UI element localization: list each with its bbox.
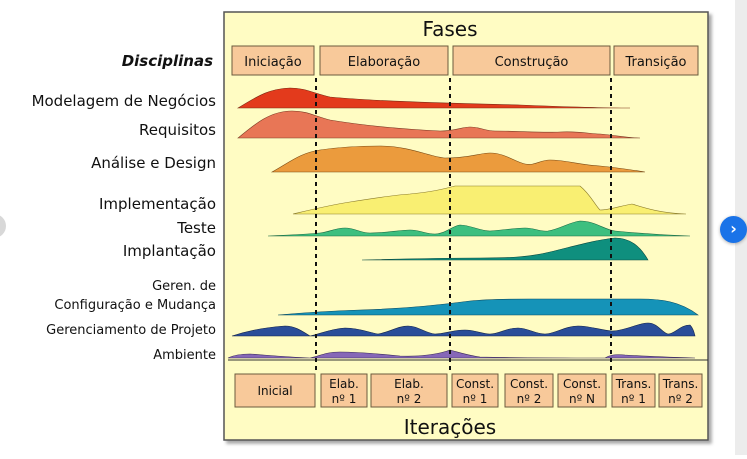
hump-implementacao <box>292 185 687 215</box>
discipline-labels: Modelagem de Negócios Requisitos Análise e… <box>32 92 217 363</box>
iteration-label-3-line2: nº 2 <box>397 392 422 406</box>
discipline-label-5: Teste <box>176 219 216 237</box>
iteration-box-5 <box>504 373 554 408</box>
iteration-box-2 <box>320 373 368 408</box>
discipline-label-1: Modelagem de Negócios <box>32 92 217 110</box>
hump-implantacao <box>361 237 649 261</box>
phase-box-4 <box>613 45 699 76</box>
iteration-box-4 <box>451 373 499 408</box>
hump-analise-design <box>270 145 646 173</box>
discipline-label-2: Requisitos <box>139 121 216 139</box>
iteration-box-8 <box>658 373 703 408</box>
iteration-label-6-line2: nº N <box>569 392 595 406</box>
discipline-label-7: Geren. de <box>152 279 216 294</box>
iteration-box-6 <box>557 373 607 408</box>
iteration-label-5-line2: nº 2 <box>517 392 542 406</box>
iteration-label-7-line1: Trans. <box>615 377 652 391</box>
discipline-humps <box>227 87 699 359</box>
phase-box-1 <box>231 45 315 76</box>
iteration-box-3 <box>370 373 448 408</box>
phase-label-1: Iniciação <box>244 55 302 70</box>
hump-configuracao-mudanca <box>277 298 699 316</box>
discipline-label-10: Ambiente <box>153 348 216 363</box>
iteration-label-3-line1: Elab. <box>394 377 424 391</box>
phase-label-3: Construção <box>495 55 569 70</box>
discipline-label-6: Implantação <box>123 242 216 260</box>
phase-box-3 <box>452 45 611 76</box>
disciplines-header: Disciplinas <box>122 52 213 70</box>
hump-modelagem-negocios <box>236 87 631 109</box>
phase-label-2: Elaboração <box>348 55 420 70</box>
phase-row: Iniciação Elaboração Construção Transição <box>231 45 699 76</box>
discipline-label-4: Implementação <box>99 195 216 213</box>
iteration-label-1: Inicial <box>257 384 292 398</box>
iteration-label-8-line1: Trans. <box>662 377 699 391</box>
iteration-label-4-line1: Const. <box>456 377 494 391</box>
hump-requisitos <box>237 110 641 139</box>
iteration-box-7 <box>611 373 656 408</box>
hump-gerenciamento-projeto <box>231 322 696 337</box>
hump-ambiente <box>227 349 696 359</box>
iteration-label-8-line2: nº 2 <box>668 392 693 406</box>
phases-title: Fases <box>422 17 477 41</box>
next-image-button[interactable]: › <box>720 216 747 243</box>
iteration-label-2-line2: nº 1 <box>332 392 357 406</box>
iteration-label-6-line1: Const. <box>563 377 601 391</box>
iteration-label-4-line2: nº 1 <box>463 392 488 406</box>
discipline-label-3: Análise e Design <box>91 154 216 172</box>
phase-milestones <box>315 78 612 370</box>
phase-box-2 <box>319 45 449 76</box>
previous-image-button[interactable] <box>0 214 6 238</box>
discipline-label-8: Configuração e Mudança <box>54 298 216 313</box>
iteration-box-1 <box>234 373 316 408</box>
iteration-label-7-line2: nº 1 <box>621 392 646 406</box>
iteration-label-2-line1: Elab. <box>329 377 359 391</box>
iterations-title: Iterações <box>404 415 496 439</box>
hump-teste <box>267 220 691 237</box>
iteration-label-5-line1: Const. <box>510 377 548 391</box>
phase-label-4: Transição <box>624 55 686 70</box>
discipline-label-9: Gerenciamento de Projeto <box>46 323 216 338</box>
chevron-right-icon: › <box>730 219 737 238</box>
